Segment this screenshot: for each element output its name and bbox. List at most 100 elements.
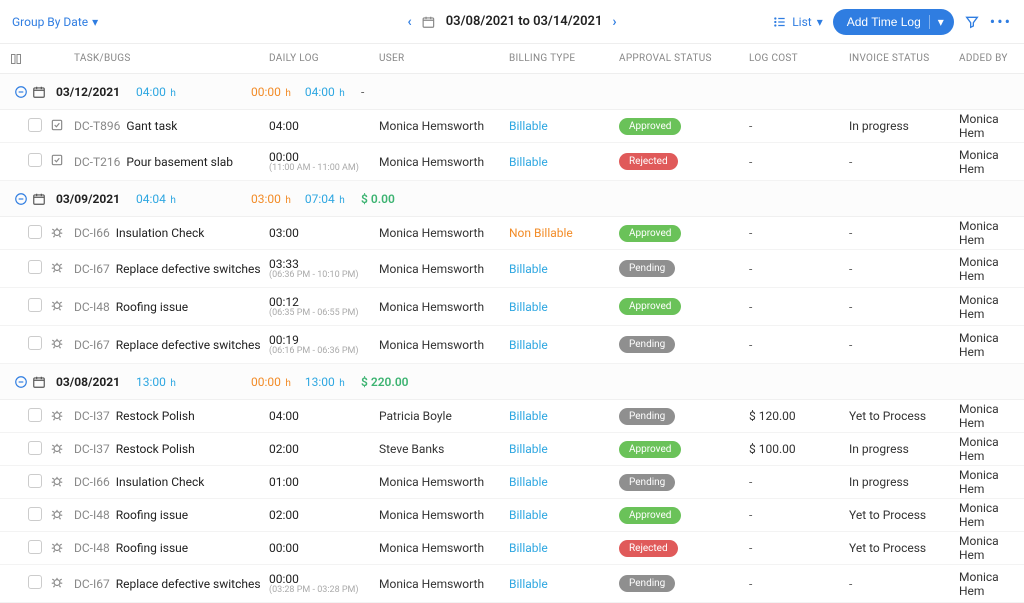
task-name: Restock Polish	[116, 442, 195, 456]
bug-icon	[50, 441, 64, 455]
task-id: DC-I66	[74, 475, 110, 489]
user-name: Monica Hemsworth	[379, 508, 509, 522]
daily-log-value: 03:33	[269, 257, 299, 271]
col-cost[interactable]: LOG COST	[749, 53, 849, 64]
task-name: Roofing issue	[116, 300, 188, 314]
time-log-row[interactable]: DC-I67Replace defective switches 03:33(0…	[0, 250, 1024, 288]
row-checkbox[interactable]	[28, 408, 42, 422]
col-task[interactable]: TASK/BUGS	[74, 53, 269, 64]
col-approval[interactable]: APPROVAL STATUS	[619, 53, 749, 64]
time-log-row[interactable]: DC-I67Replace defective switches 00:19(0…	[0, 326, 1024, 364]
approval-status-badge: Pending	[619, 260, 675, 277]
invoice-status: -	[849, 226, 852, 240]
calendar-icon	[32, 85, 56, 99]
col-billing[interactable]: BILLING TYPE	[509, 53, 619, 64]
group-total-hours: 07:04 h	[305, 192, 345, 206]
row-checkbox[interactable]	[28, 260, 42, 274]
time-log-row[interactable]: DC-I48Roofing issue 00:00 Monica Hemswor…	[0, 532, 1024, 565]
add-time-log-label: Add Time Log	[847, 15, 921, 29]
bug-icon	[50, 408, 64, 422]
row-checkbox[interactable]	[28, 575, 42, 589]
col-user[interactable]: USER	[379, 53, 509, 64]
task-name: Roofing issue	[116, 541, 188, 555]
added-by: Monica Hem	[959, 501, 1014, 529]
right-controls: List ▾ Add Time Log ▾ •••	[773, 9, 1012, 35]
task-name: Roofing issue	[116, 508, 188, 522]
filter-icon[interactable]	[964, 14, 980, 30]
user-name: Monica Hemsworth	[379, 577, 509, 591]
collapse-group-button[interactable]	[10, 85, 32, 99]
calendar-icon	[32, 375, 56, 389]
view-list-toggle[interactable]: List ▾	[773, 15, 823, 29]
task-icon	[50, 153, 64, 167]
row-checkbox[interactable]	[28, 118, 42, 132]
time-log-row[interactable]: DC-I48Roofing issue 00:12(06:35 PM - 06:…	[0, 288, 1024, 326]
group-nonbillable-hours: 03:00 h	[251, 192, 291, 206]
group-total-hours: 04:00 h	[305, 85, 345, 99]
daily-log-value: 02:00	[269, 508, 299, 522]
billing-type: Billable	[509, 300, 548, 314]
log-cost: -	[749, 262, 752, 276]
task-id: DC-T216	[74, 155, 120, 169]
time-log-row[interactable]: DC-I48Roofing issue 02:00 Monica Hemswor…	[0, 499, 1024, 532]
col-invoice[interactable]: INVOICE STATUS	[849, 53, 959, 64]
log-cost: $ 100.00	[749, 442, 796, 456]
columns-config-icon[interactable]	[10, 53, 28, 65]
group-nonbillable-hours: 00:00 h	[251, 85, 291, 99]
task-id: DC-I48	[74, 300, 110, 314]
row-checkbox[interactable]	[28, 153, 42, 167]
invoice-status: Yet to Process	[849, 409, 926, 423]
prev-week-button[interactable]: ‹	[407, 14, 411, 30]
row-checkbox[interactable]	[28, 540, 42, 554]
group-cost: $ 220.00	[361, 375, 409, 389]
row-checkbox[interactable]	[28, 298, 42, 312]
chevron-down-icon: ▾	[92, 15, 98, 29]
invoice-status: -	[849, 300, 852, 314]
time-log-row[interactable]: DC-T896Gant task 04:00 Monica Hemsworth …	[0, 110, 1024, 143]
log-cost: -	[749, 119, 752, 133]
time-log-row[interactable]: DC-I37Restock Polish 04:00 Patricia Boyl…	[0, 400, 1024, 433]
row-checkbox[interactable]	[28, 441, 42, 455]
daily-log-value: 01:00	[269, 475, 299, 489]
time-log-row[interactable]: DC-I37Restock Polish 02:00 Steve Banks B…	[0, 433, 1024, 466]
collapse-group-button[interactable]	[10, 192, 32, 206]
time-log-row[interactable]: DC-T216Pour basement slab 00:00(11:00 AM…	[0, 143, 1024, 181]
calendar-icon[interactable]	[422, 15, 436, 29]
billing-type: Billable	[509, 541, 548, 555]
row-checkbox[interactable]	[28, 225, 42, 239]
billing-type: Billable	[509, 475, 548, 489]
added-by: Monica Hem	[959, 468, 1014, 496]
more-icon[interactable]: •••	[990, 12, 1012, 31]
group-date: 03/09/2021	[56, 192, 120, 206]
time-log-row[interactable]: DC-I67Replace defective switches 00:00(0…	[0, 565, 1024, 603]
billing-type: Billable	[509, 338, 548, 352]
time-log-row[interactable]: DC-I66Insulation Check 03:00 Monica Hems…	[0, 217, 1024, 250]
row-checkbox[interactable]	[28, 474, 42, 488]
row-checkbox[interactable]	[28, 336, 42, 350]
add-time-log-button[interactable]: Add Time Log ▾	[833, 9, 954, 35]
col-added[interactable]: ADDED BY	[959, 53, 1014, 64]
log-cost: $ 120.00	[749, 409, 796, 423]
time-log-row[interactable]: DC-I66Insulation Check 01:00 Monica Hems…	[0, 466, 1024, 499]
list-icon	[773, 15, 787, 29]
user-name: Monica Hemsworth	[379, 541, 509, 555]
task-id: DC-I37	[74, 409, 110, 423]
group-cost: $ 0.00	[361, 192, 395, 206]
col-daily[interactable]: DAILY LOG	[269, 53, 379, 64]
added-by: Monica Hem	[959, 570, 1014, 598]
collapse-group-button[interactable]	[10, 375, 32, 389]
user-name: Monica Hemsworth	[379, 475, 509, 489]
approval-status-badge: Approved	[619, 441, 681, 458]
invoice-status: In progress	[849, 442, 909, 456]
row-checkbox[interactable]	[28, 507, 42, 521]
group-by-dropdown[interactable]: Group By Date ▾	[12, 15, 98, 29]
added-by: Monica Hem	[959, 148, 1014, 176]
added-by: Monica Hem	[959, 219, 1014, 247]
invoice-status: -	[849, 155, 852, 169]
bug-icon	[50, 507, 64, 521]
group-cost: -	[361, 85, 364, 99]
bug-icon	[50, 575, 64, 589]
task-id: DC-I67	[74, 577, 110, 591]
next-week-button[interactable]: ›	[612, 14, 616, 30]
group-header-row: 03/12/2021 04:00 h 00:00 h 04:00 h -	[0, 74, 1024, 110]
